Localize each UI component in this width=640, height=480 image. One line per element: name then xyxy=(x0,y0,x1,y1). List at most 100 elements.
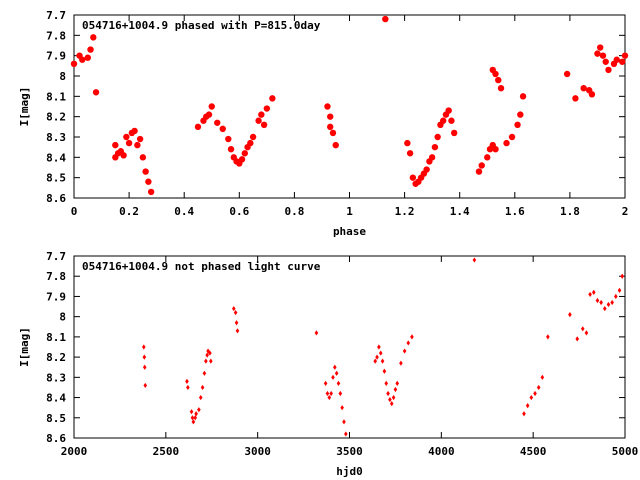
data-point xyxy=(79,56,86,63)
data-point xyxy=(334,370,339,376)
y-tick-label: 8.6 xyxy=(46,192,66,205)
data-point xyxy=(329,390,333,397)
data-point xyxy=(389,401,394,407)
data-point xyxy=(255,117,262,124)
data-point xyxy=(190,415,195,421)
data-point xyxy=(514,121,521,128)
data-point xyxy=(263,105,271,112)
data-point xyxy=(497,85,505,92)
data-point xyxy=(235,328,240,334)
x-tick-label: 2 xyxy=(622,205,629,218)
data-point xyxy=(373,358,378,364)
y-axis-label: I[mag] xyxy=(18,327,31,367)
x-tick-label: 4000 xyxy=(428,445,455,458)
data-point xyxy=(522,411,526,417)
data-point xyxy=(136,135,144,143)
data-point xyxy=(194,411,198,417)
data-point xyxy=(142,354,147,360)
data-point xyxy=(205,111,213,118)
data-point xyxy=(588,291,592,298)
y-tick-label: 8.3 xyxy=(46,371,66,384)
data-point xyxy=(209,358,213,364)
y-tick-label: 8.1 xyxy=(46,90,66,103)
data-point xyxy=(495,76,502,84)
data-point xyxy=(595,297,600,304)
data-point xyxy=(386,390,390,397)
plot-frame xyxy=(73,255,626,439)
chart-title: 054716+1004.9 phased with P=815.0day xyxy=(82,19,321,32)
x-tick-label: 1.2 xyxy=(395,205,415,218)
x-tick-label: 1.8 xyxy=(560,205,580,218)
data-point xyxy=(599,299,603,306)
data-point xyxy=(613,56,620,63)
data-points xyxy=(141,257,625,437)
data-point xyxy=(410,334,414,340)
data-point xyxy=(591,289,596,295)
data-point xyxy=(139,154,147,161)
data-point xyxy=(92,89,100,96)
data-point xyxy=(134,141,141,149)
data-point xyxy=(120,152,127,159)
x-axis-label: phase xyxy=(333,225,366,238)
data-point xyxy=(200,384,205,391)
data-point xyxy=(197,407,201,413)
data-point xyxy=(580,326,585,332)
data-point xyxy=(619,58,626,65)
data-point xyxy=(375,354,379,360)
data-point xyxy=(90,34,97,41)
data-point xyxy=(450,129,458,137)
data-point xyxy=(606,301,611,308)
chart-title: 054716+1004.9 not phased light curve xyxy=(82,260,321,273)
data-point xyxy=(238,156,246,163)
data-point xyxy=(588,91,596,98)
data-point xyxy=(525,403,530,409)
data-point xyxy=(575,336,580,342)
data-point xyxy=(325,390,330,397)
data-point xyxy=(241,150,249,157)
data-point xyxy=(333,364,337,370)
data-point xyxy=(147,188,155,196)
x-tick-label: 0.4 xyxy=(174,205,194,218)
data-point xyxy=(327,113,334,120)
x-tick-label: 0.8 xyxy=(284,205,304,218)
data-point xyxy=(384,380,389,386)
data-point xyxy=(614,293,618,300)
x-tick-label: 1 xyxy=(346,205,353,218)
data-point xyxy=(189,409,194,415)
data-point xyxy=(621,52,629,59)
data-point xyxy=(269,95,276,102)
y-tick-label: 8.1 xyxy=(46,331,66,344)
data-point xyxy=(260,121,268,128)
data-point xyxy=(391,394,396,401)
data-point xyxy=(191,419,196,425)
data-point xyxy=(186,384,190,391)
data-point xyxy=(492,146,499,153)
data-point xyxy=(141,344,146,350)
phased-light-curve-panel: 0 0.2 0.4 0.6 0.8 1 1.2 1.4 1.6 1.8 2 7.7 7.8 7.9 8 8.1… xyxy=(18,9,628,238)
data-point xyxy=(234,320,239,326)
data-point xyxy=(206,348,210,354)
data-point xyxy=(602,58,609,65)
data-point xyxy=(131,127,138,135)
data-point xyxy=(331,374,335,380)
y-tick-label: 8.2 xyxy=(46,111,66,124)
data-point xyxy=(123,133,130,141)
data-point xyxy=(87,46,94,53)
y-tick-label: 7.7 xyxy=(46,9,66,22)
x-tick-label: 0.2 xyxy=(119,205,139,218)
x-tick-label: 2000 xyxy=(61,445,88,458)
x-tick-label: 3500 xyxy=(336,445,363,458)
y-tick-label: 7.7 xyxy=(46,250,66,263)
data-point xyxy=(602,305,607,312)
data-point xyxy=(445,107,452,114)
data-point xyxy=(594,50,601,57)
data-point xyxy=(519,93,527,100)
data-point xyxy=(227,146,235,153)
data-point xyxy=(327,394,332,401)
data-point xyxy=(423,166,430,173)
data-point xyxy=(428,154,436,161)
data-point xyxy=(344,431,348,437)
x-tick-label: 3000 xyxy=(244,445,271,458)
x-tick-label: 1.6 xyxy=(505,205,525,218)
